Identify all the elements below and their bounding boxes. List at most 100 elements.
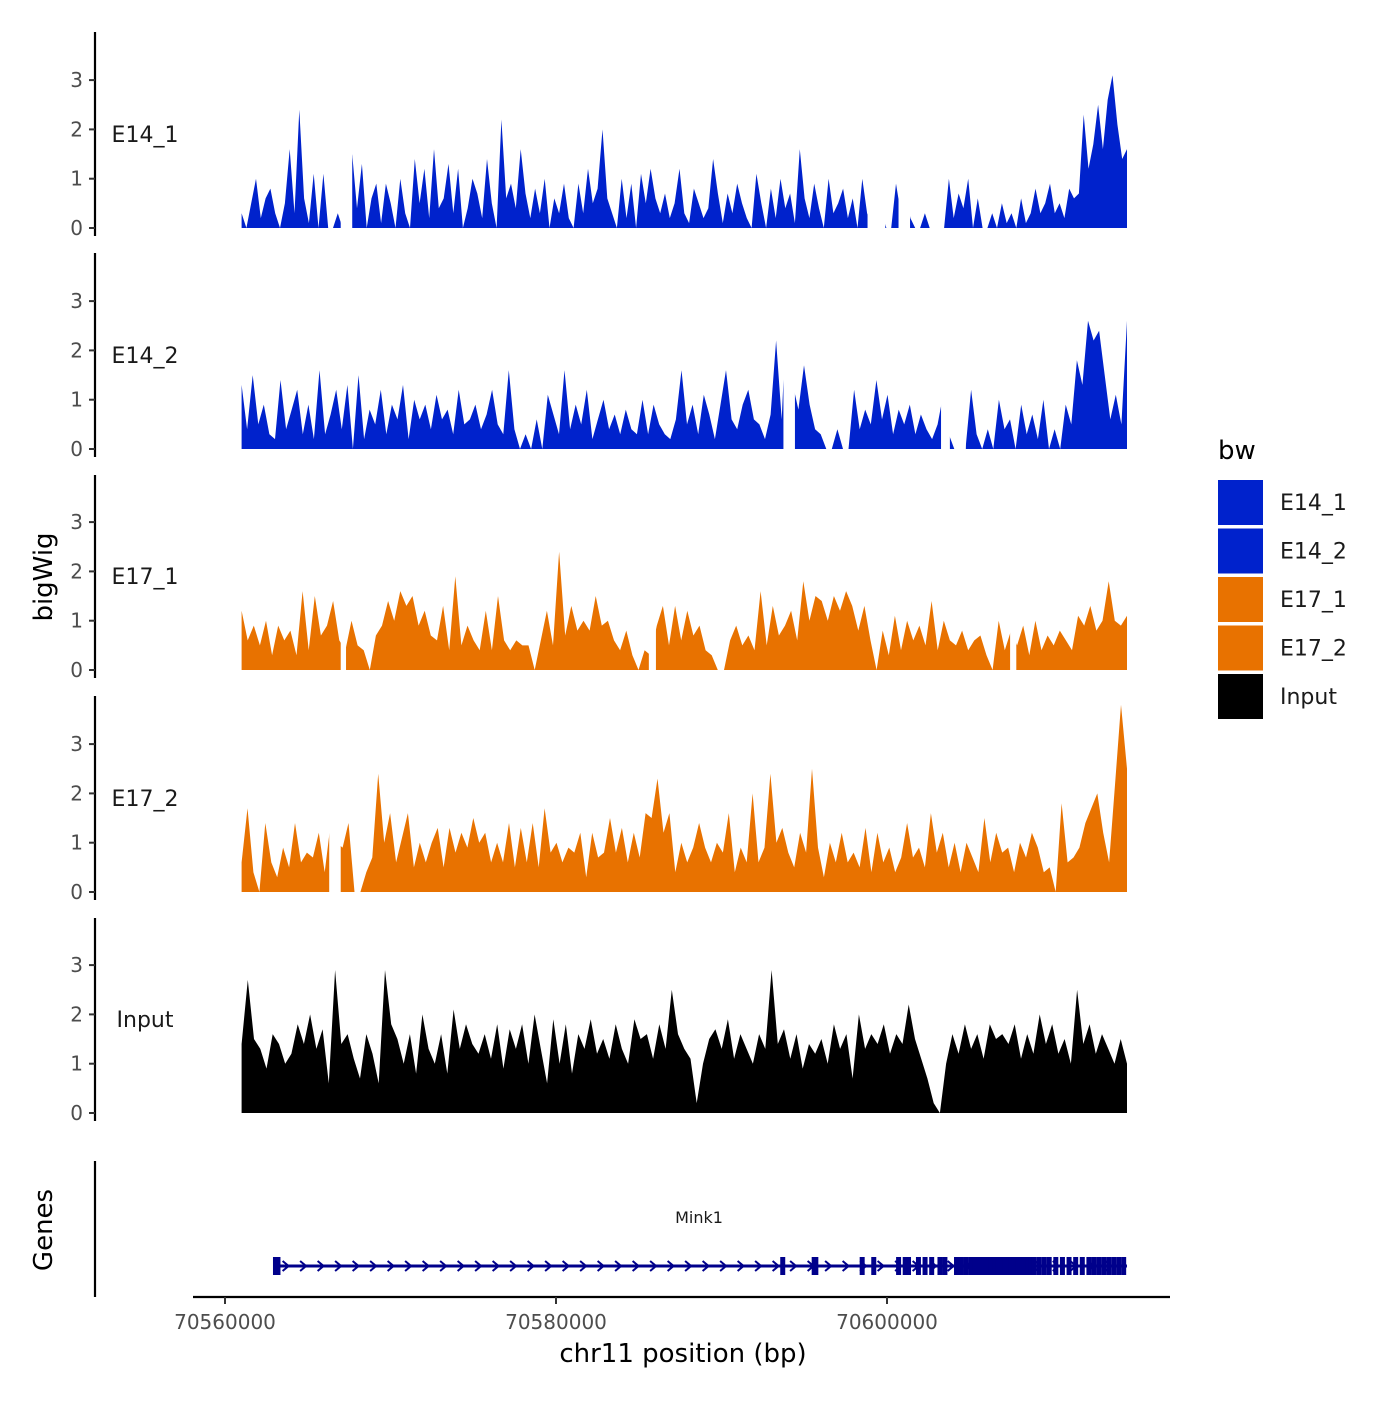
exon — [963, 1257, 969, 1275]
strand-arrow — [579, 1260, 588, 1272]
genes-track: Mink1 — [93, 1161, 1127, 1297]
exon — [1059, 1257, 1065, 1275]
exon — [1086, 1257, 1092, 1275]
strand-arrow — [334, 1260, 343, 1272]
legend-swatch-E17_1 — [1218, 577, 1263, 622]
exon — [1028, 1257, 1034, 1275]
strand-arrow — [649, 1260, 658, 1272]
strand-arrow — [526, 1260, 536, 1272]
legend: bw E14_1 E14_2 E17_1 E17_2 Input — [1218, 436, 1347, 719]
exon — [1079, 1257, 1085, 1275]
legend-title: bw — [1218, 436, 1256, 466]
strand-arrow — [946, 1260, 956, 1272]
strand-arrow — [841, 1260, 851, 1272]
track-label: Input — [117, 1008, 174, 1033]
exon — [1073, 1257, 1079, 1275]
legend-swatch-E17_2 — [1218, 625, 1263, 671]
exon — [942, 1257, 948, 1275]
coverage-gap — [329, 696, 341, 893]
track-label: E17_1 — [112, 565, 179, 590]
exon — [1005, 1257, 1011, 1275]
exon — [906, 1257, 912, 1275]
genes-track-title: Genes — [29, 1189, 59, 1271]
strand-arrow — [386, 1260, 396, 1272]
strand-arrow — [771, 1260, 781, 1272]
exon — [998, 1257, 1004, 1275]
y-tick-label: 1 — [70, 609, 83, 633]
track-E17_1: 0 1 2 3 E17_1 — [70, 475, 1128, 682]
exon — [1106, 1257, 1112, 1275]
track-label: E14_1 — [112, 123, 179, 148]
y-axis-title: bigWig — [29, 532, 59, 621]
coverage-gap — [340, 32, 353, 229]
legend-swatch-Input — [1218, 674, 1263, 719]
y-tick-label: 3 — [70, 953, 83, 977]
coverage-gap — [783, 253, 795, 450]
exon — [929, 1257, 935, 1275]
exon — [902, 1257, 908, 1275]
strand-arrow — [439, 1260, 448, 1272]
strand-arrow — [736, 1260, 746, 1272]
exon — [1066, 1257, 1072, 1275]
exon — [780, 1257, 786, 1275]
strand-arrow — [421, 1260, 431, 1272]
strand-arrow — [369, 1260, 378, 1272]
exon — [922, 1257, 928, 1275]
area-E14_1 — [241, 75, 1128, 228]
y-tick-label: 3 — [70, 732, 83, 756]
legend-swatch-E14_2 — [1218, 528, 1263, 574]
track-E14_2: 0 1 2 3 E14_2 — [70, 253, 1128, 461]
exon — [813, 1257, 819, 1275]
exon — [1101, 1257, 1107, 1275]
coverage-gap — [340, 475, 347, 671]
strand-arrow — [614, 1260, 623, 1272]
exon — [1096, 1257, 1102, 1275]
strand-arrow — [824, 1260, 833, 1272]
y-tick-label: 3 — [70, 510, 83, 534]
x-axis: 70560000 70580000 70600000 — [174, 1295, 1170, 1334]
exon — [1015, 1257, 1021, 1275]
exon — [985, 1257, 991, 1275]
y-tick-label: 1 — [70, 167, 83, 191]
coverage-gap — [898, 32, 911, 229]
coverage-gap — [1010, 475, 1017, 671]
legend-label-E17_2: E17_2 — [1280, 637, 1347, 662]
y-tick-label: 1 — [70, 831, 83, 855]
exon — [975, 1257, 981, 1275]
coverage-gap — [958, 253, 966, 450]
track-E14_1: 0 1 2 3 E14_1 — [70, 32, 1128, 240]
y-tick-label: 3 — [70, 289, 83, 313]
exon — [1021, 1257, 1027, 1275]
exon — [1111, 1257, 1117, 1275]
exon — [937, 1257, 943, 1275]
strand-arrow — [754, 1260, 763, 1272]
exon — [1031, 1257, 1037, 1275]
x-axis-title: chr11 position (bp) — [559, 1339, 806, 1369]
exon — [968, 1257, 974, 1275]
exon — [896, 1257, 902, 1275]
exon — [982, 1257, 988, 1275]
y-tick-label: 2 — [70, 338, 83, 362]
coverage-gap — [867, 32, 886, 229]
strand-arrow — [719, 1260, 728, 1272]
exon — [1046, 1257, 1052, 1275]
legend-label-E14_1: E14_1 — [1280, 491, 1347, 516]
strand-arrow — [316, 1260, 326, 1272]
y-tick-label: 1 — [70, 388, 83, 412]
strand-arrow — [876, 1260, 886, 1272]
y-tick-label: 0 — [70, 216, 83, 240]
exon — [1008, 1257, 1014, 1275]
exon — [995, 1257, 1001, 1275]
y-tick-label: 2 — [70, 559, 83, 583]
y-tick-label: 1 — [70, 1052, 83, 1076]
legend-label-Input: Input — [1280, 685, 1337, 710]
exon — [954, 1257, 960, 1275]
x-tick-label: 70560000 — [174, 1310, 276, 1334]
area-E17_2 — [241, 704, 1128, 892]
track-label: E17_2 — [112, 787, 179, 812]
exon — [915, 1257, 921, 1275]
area-E17_1 — [241, 551, 1128, 670]
strand-arrow — [404, 1260, 413, 1272]
exon — [1036, 1257, 1042, 1275]
